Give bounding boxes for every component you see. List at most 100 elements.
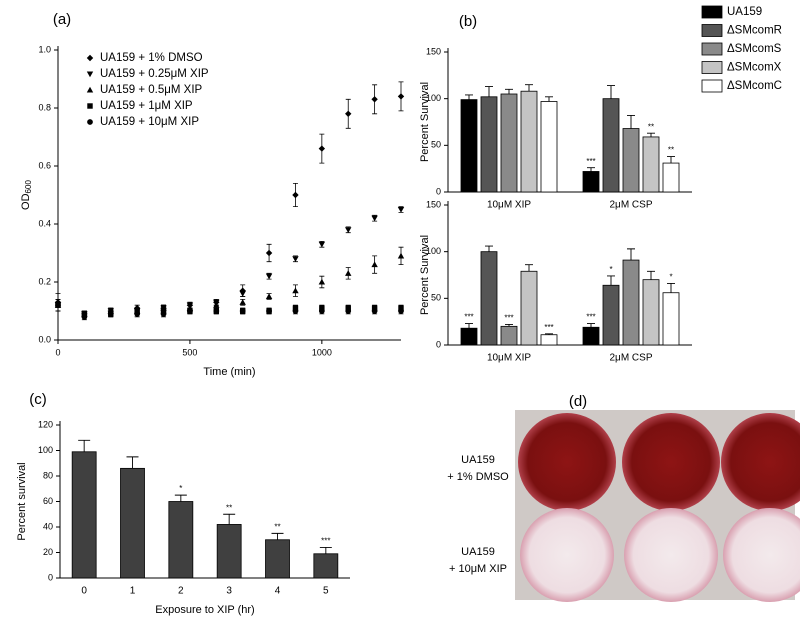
bar — [642, 136, 660, 193]
well — [622, 413, 720, 511]
marker — [213, 308, 220, 314]
marker — [266, 308, 272, 314]
significance: ** — [648, 122, 654, 131]
marker — [397, 252, 405, 259]
error-bar — [587, 323, 595, 328]
well — [723, 508, 800, 602]
marker — [160, 311, 167, 317]
marker — [213, 302, 220, 308]
error-bar — [545, 96, 553, 102]
chart: (a) 0.0 0.2 0.4 0.6 0.8 1.0 OD600 Time (min) 0 500… — [20, 11, 405, 378]
y-tick-label: 150 — [426, 199, 441, 209]
error-bar — [505, 88, 513, 94]
bar — [216, 524, 242, 579]
well — [721, 413, 800, 511]
legend-label: ΔSMcomC — [727, 80, 782, 92]
legend-label: ΔSMcomS — [727, 43, 782, 55]
bar — [662, 162, 680, 193]
panel-label: (b) — [459, 13, 477, 30]
bar — [313, 553, 339, 579]
bar — [265, 539, 290, 579]
error-bar — [271, 532, 284, 540]
y-tick-label: 50 — [431, 293, 441, 303]
panel-label: (d) — [569, 393, 587, 410]
legend-marker — [87, 119, 93, 125]
bar — [460, 327, 478, 346]
error-bar — [319, 546, 332, 554]
significance: *** — [464, 313, 473, 322]
x-tick-label: 2 — [178, 586, 184, 597]
bar — [602, 98, 620, 193]
panel-label: (c) — [29, 391, 47, 408]
error-bar — [587, 167, 595, 172]
error-bar — [647, 270, 655, 280]
x-tick-label: 500 — [182, 347, 197, 357]
y-tick-label: 100 — [426, 246, 441, 256]
error-bar — [485, 245, 493, 252]
legend-swatch — [701, 5, 723, 19]
significance: * — [609, 265, 612, 274]
well — [520, 508, 614, 602]
y-tick-label: 40 — [43, 521, 53, 531]
y-tick-label: 0.6 — [38, 160, 51, 170]
marker — [318, 278, 326, 285]
legend-marker — [87, 103, 93, 109]
bar — [642, 279, 660, 346]
marker — [265, 249, 273, 257]
marker — [345, 308, 352, 314]
well — [518, 413, 616, 511]
error-bar — [525, 264, 533, 272]
marker — [81, 313, 88, 320]
bar — [520, 270, 538, 346]
error-bar — [465, 323, 473, 329]
marker — [187, 308, 193, 314]
x-tick-label: 1 — [130, 586, 136, 597]
bar — [540, 101, 558, 193]
bar — [602, 284, 620, 346]
significance: * — [179, 484, 182, 493]
marker — [265, 293, 273, 300]
marker — [371, 215, 378, 222]
significance: * — [669, 273, 672, 282]
marker — [318, 308, 325, 314]
legend-marker — [86, 54, 94, 62]
x-tick-label: 10μM XIP — [487, 353, 531, 364]
y-tick-label: 0 — [436, 339, 441, 349]
marker — [371, 96, 378, 103]
legend-marker — [86, 86, 94, 93]
marker — [345, 270, 352, 276]
error-bar — [525, 84, 533, 92]
y-tick-label: 100 — [38, 445, 53, 455]
y-tick-label: 20 — [43, 547, 53, 557]
marker — [345, 227, 352, 233]
error-bar — [545, 333, 553, 335]
bar — [460, 99, 478, 193]
error-bar — [667, 156, 675, 164]
error-bar — [607, 85, 615, 99]
legend-swatch — [701, 42, 723, 56]
y-tick-label: 0 — [48, 572, 53, 582]
y-tick-label: 0.8 — [38, 102, 51, 112]
significance: ** — [226, 503, 232, 512]
x-tick-label: 2μM CSP — [610, 353, 653, 364]
bar — [500, 325, 518, 346]
significance: *** — [586, 157, 595, 166]
y-axis-label-sub: 600 — [24, 180, 33, 194]
y-tick-label: 120 — [38, 419, 53, 429]
error-bar — [126, 456, 139, 469]
y-axis-label: OD600 — [20, 180, 33, 210]
legend-swatch — [701, 61, 723, 74]
marker — [397, 93, 405, 100]
error-bar — [223, 513, 236, 525]
y-tick-label: 50 — [431, 140, 441, 150]
y-tick-label: 1.0 — [38, 44, 51, 54]
bar — [540, 334, 558, 346]
marker — [265, 273, 273, 280]
legend-label: UA159 + 1μM XIP — [100, 100, 193, 112]
panel-label: (a) — [53, 11, 71, 28]
marker — [318, 241, 326, 248]
bar — [168, 501, 194, 579]
significance: *** — [586, 313, 595, 322]
marker — [55, 302, 61, 309]
